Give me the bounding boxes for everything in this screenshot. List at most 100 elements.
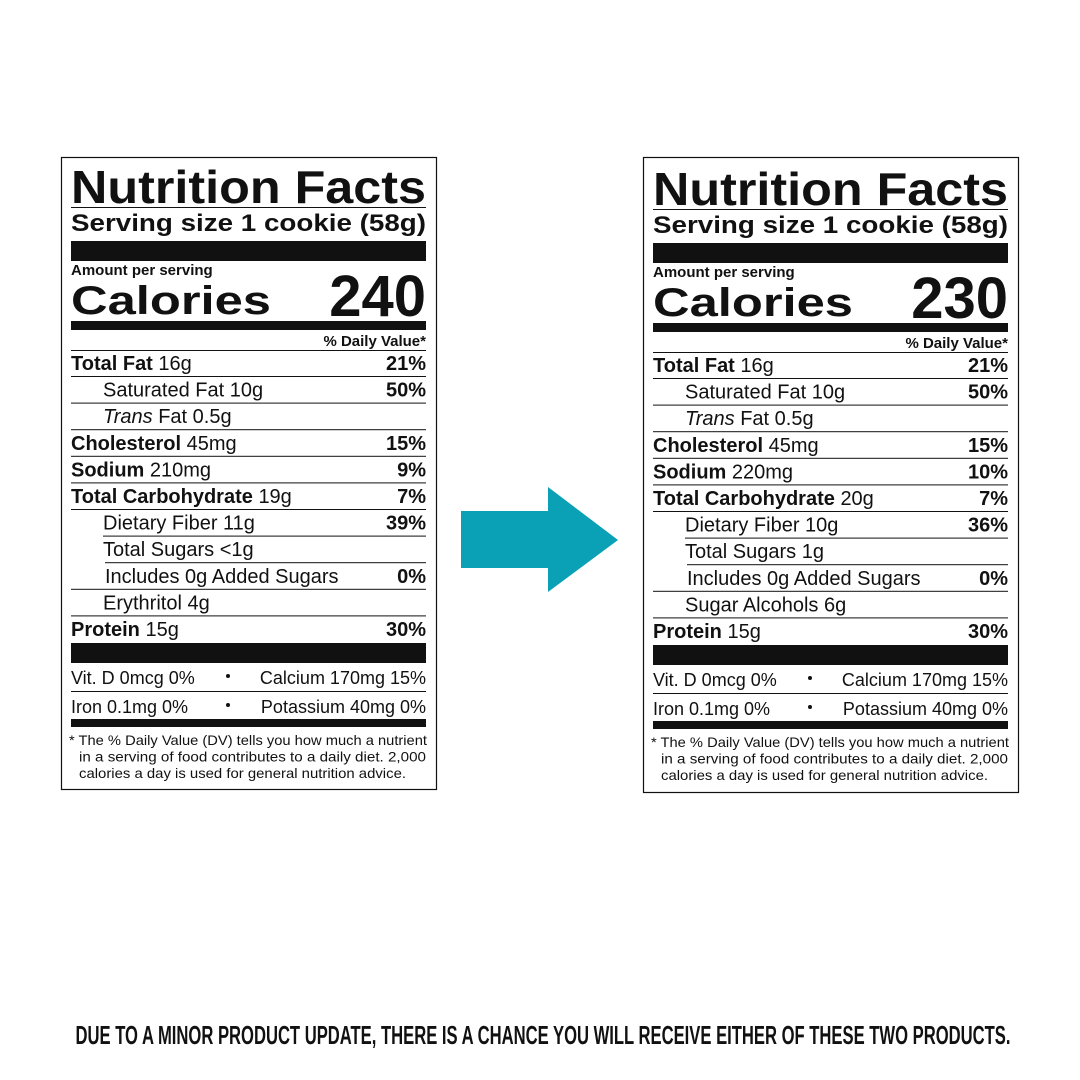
nutrient-row: Protein 15g xyxy=(653,621,761,643)
rule xyxy=(71,429,426,431)
nutrient-row: Dietary Fiber 11g xyxy=(103,513,255,535)
nutrient-name: Saturated Fat xyxy=(103,380,225,402)
nutrient-amount: <1g xyxy=(220,539,254,561)
rule xyxy=(653,404,1008,406)
label-border xyxy=(642,156,1020,794)
medium-bar xyxy=(653,721,1008,729)
vitamin-left: Vit. D 0mcg 0% xyxy=(71,668,195,688)
nutrient-row: Total Sugars <1g xyxy=(103,539,254,561)
rule xyxy=(71,588,426,590)
nutrient-dv: 50% xyxy=(968,382,1008,404)
bullet xyxy=(226,703,230,707)
vitamin-right: Potassium 40mg 0% xyxy=(261,697,426,717)
label-title: Nutrition Facts xyxy=(71,161,426,213)
nutrient-amount: 15g xyxy=(727,621,760,643)
nutrient-dv: 9% xyxy=(397,459,426,481)
arrow xyxy=(461,487,618,592)
nutrient-name: Sodium xyxy=(71,459,144,481)
nutrient-row: Protein 15g xyxy=(71,619,179,641)
nutrient-amount: 45mg xyxy=(187,433,237,455)
rule xyxy=(653,352,1008,353)
vitamin-left: Iron 0.1mg 0% xyxy=(653,699,770,719)
nutrient-dv: 0% xyxy=(979,568,1008,590)
nutrient-row: Includes 0g Added Sugars xyxy=(687,568,921,590)
nutrient-name: Fat xyxy=(740,408,769,430)
rule xyxy=(71,350,426,351)
nutrient-amount: 4g xyxy=(187,592,209,614)
nutrient-name: Cholesterol xyxy=(653,435,763,457)
nutrient-amount: 11g xyxy=(223,513,255,535)
nutrient-dv: 50% xyxy=(386,380,426,402)
nutrient-row: Sodium 220mg xyxy=(653,461,793,483)
thick-bar xyxy=(653,243,1008,263)
nutrient-name: Dietary Fiber xyxy=(103,513,218,535)
thick-bar xyxy=(653,645,1008,665)
rule xyxy=(71,482,426,484)
calories-value: 240 xyxy=(329,264,426,329)
bullet xyxy=(226,674,230,678)
label-border xyxy=(60,156,438,791)
rule xyxy=(653,457,1008,459)
nutrient-amount: 10g xyxy=(812,382,845,404)
rule xyxy=(71,691,426,692)
nutrient-dv: 7% xyxy=(397,486,426,508)
thick-bar xyxy=(71,643,426,663)
nutrient-row: Saturated Fat 10g xyxy=(685,382,845,404)
nutrient-amount: 10g xyxy=(230,380,263,402)
vitamin-left: Vit. D 0mcg 0% xyxy=(653,670,777,690)
footnote-line: calories a day is used for general nutri… xyxy=(79,765,406,781)
nutrient-row: Cholesterol 45mg xyxy=(653,435,819,457)
rule xyxy=(653,511,1008,512)
amount-per-serving: Amount per serving xyxy=(653,264,795,281)
nutrient-dv: 15% xyxy=(386,433,426,455)
bullet xyxy=(808,705,812,709)
medium-bar xyxy=(71,321,426,330)
nutrient-amount: 0.5g xyxy=(193,406,232,428)
calories-label: Calories xyxy=(653,281,853,325)
nutrient-name: Dietary Fiber xyxy=(685,515,800,537)
nutrient-row: Sugar Alcohols 6g xyxy=(685,594,846,616)
nutrient-amount: 16g xyxy=(740,355,773,377)
nutrient-name: Erythritol xyxy=(103,592,182,614)
rule xyxy=(653,484,1008,486)
footnote-line: in a serving of food contributes to a da… xyxy=(79,749,426,765)
rule xyxy=(71,376,426,377)
footnote-line: in a serving of food contributes to a da… xyxy=(661,751,1008,767)
nutrient-name-italic: Trans xyxy=(685,408,735,430)
nutrient-row: Sodium 210mg xyxy=(71,459,211,481)
nutrient-row: Total Fat 16g xyxy=(653,355,774,377)
nutrient-dv: 39% xyxy=(386,513,426,535)
nutrient-dv: 0% xyxy=(397,566,426,588)
nutrient-amount: 220mg xyxy=(732,461,793,483)
nutrient-name: Total Sugars xyxy=(685,541,796,563)
nutrient-amount: 45mg xyxy=(769,435,819,457)
serving-size: Serving size 1 cookie (58g) xyxy=(71,210,426,237)
nutrient-name: Fat xyxy=(158,406,187,428)
nutrient-row: Saturated Fat 10g xyxy=(103,380,263,402)
nutrient-amount: 6g xyxy=(824,594,846,616)
nutrient-amount: 10g xyxy=(805,515,838,537)
nutrient-row: Total Carbohydrate 20g xyxy=(653,488,874,510)
nutrient-amount: 15g xyxy=(145,619,178,641)
rule xyxy=(71,207,426,208)
vitamin-left: Iron 0.1mg 0% xyxy=(71,697,188,717)
nutrient-name: Total Fat xyxy=(71,353,153,375)
nutrient-row: Cholesterol 45mg xyxy=(71,433,237,455)
nutrient-row: Total Sugars 1g xyxy=(685,541,824,563)
rule xyxy=(105,562,426,564)
rule xyxy=(653,378,1008,379)
thick-bar xyxy=(71,241,426,261)
footnote-line: * The % Daily Value (DV) tells you how m… xyxy=(651,734,1009,750)
nutrient-dv: 21% xyxy=(968,355,1008,377)
dv-header: % Daily Value* xyxy=(323,333,426,350)
nutrient-row: Includes 0g Added Sugars xyxy=(105,566,339,588)
rule xyxy=(653,431,1008,433)
rule xyxy=(71,455,426,457)
rule xyxy=(103,535,426,537)
nutrient-name: Includes 0g Added Sugars xyxy=(105,566,339,588)
nutrient-name: Protein xyxy=(71,619,140,641)
nutrient-name: Total Carbohydrate xyxy=(653,488,835,510)
footnote-line: * The % Daily Value (DV) tells you how m… xyxy=(69,732,427,748)
nutrient-row: Total Carbohydrate 19g xyxy=(71,486,292,508)
